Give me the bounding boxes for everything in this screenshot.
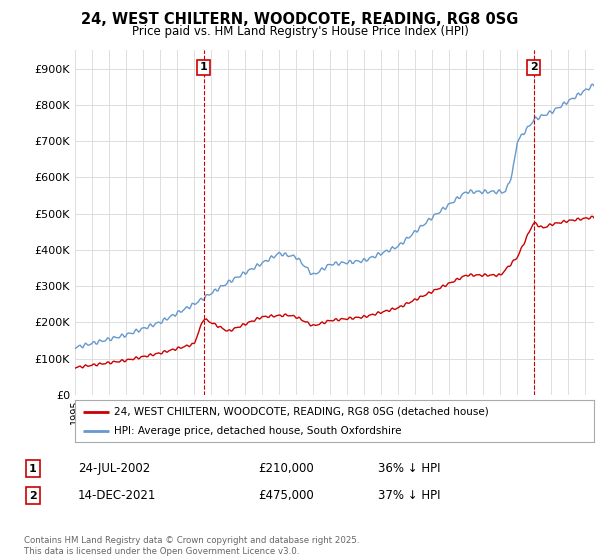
Text: Price paid vs. HM Land Registry's House Price Index (HPI): Price paid vs. HM Land Registry's House …: [131, 25, 469, 38]
Text: 1: 1: [29, 464, 37, 474]
Text: £210,000: £210,000: [258, 462, 314, 475]
Text: £475,000: £475,000: [258, 489, 314, 502]
Text: 36% ↓ HPI: 36% ↓ HPI: [378, 462, 440, 475]
Text: 24, WEST CHILTERN, WOODCOTE, READING, RG8 0SG (detached house): 24, WEST CHILTERN, WOODCOTE, READING, RG…: [114, 407, 488, 417]
Text: HPI: Average price, detached house, South Oxfordshire: HPI: Average price, detached house, Sout…: [114, 426, 401, 436]
Text: Contains HM Land Registry data © Crown copyright and database right 2025.
This d: Contains HM Land Registry data © Crown c…: [24, 536, 359, 556]
Text: 24-JUL-2002: 24-JUL-2002: [78, 462, 150, 475]
Text: 37% ↓ HPI: 37% ↓ HPI: [378, 489, 440, 502]
Text: 2: 2: [29, 491, 37, 501]
Text: 1: 1: [200, 63, 208, 72]
Text: 2: 2: [530, 63, 538, 72]
Text: 24, WEST CHILTERN, WOODCOTE, READING, RG8 0SG: 24, WEST CHILTERN, WOODCOTE, READING, RG…: [82, 12, 518, 27]
Text: 14-DEC-2021: 14-DEC-2021: [78, 489, 157, 502]
